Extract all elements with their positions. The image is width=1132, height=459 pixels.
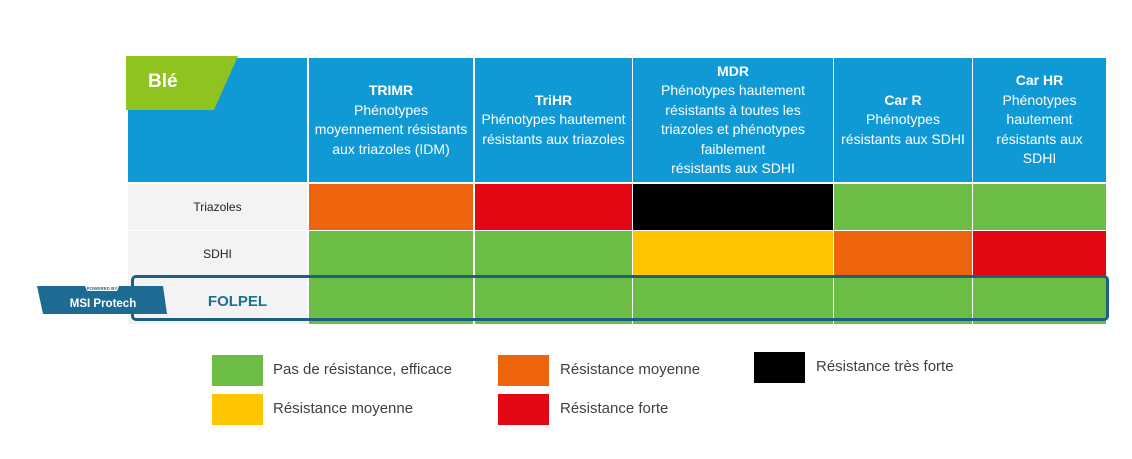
cell-triazoles-car-hr [973, 184, 1106, 230]
column-description-line: résistants aux SDHI [671, 160, 795, 176]
crop-tab: Blé [126, 56, 238, 110]
column-title: Car R [884, 91, 922, 108]
cell-sdhi-car-hr [973, 231, 1106, 277]
folpel-row-outline [131, 275, 1109, 321]
cell-folpel-car-hr [973, 278, 1106, 324]
crop-label: Blé [148, 71, 178, 92]
column-title: TriHR [534, 91, 573, 108]
row-label-triazoles: Triazoles [128, 184, 307, 230]
legend-swatch-orange [498, 355, 549, 386]
cell-sdhi-mdr [633, 231, 833, 277]
column-description-line: Phénotypes hautement [481, 111, 626, 128]
cell-triazoles-trimr [309, 184, 473, 230]
column-description-line: triazoles et phénotypes [661, 121, 805, 137]
legend-swatch-black [754, 352, 805, 383]
column-description-line: résistants aux SDHI [841, 130, 965, 147]
msi-protech-badge: POWERED BY MSI Protech [37, 286, 167, 314]
cell-folpel-trimr [309, 278, 473, 324]
column-description-line: Phénotypes [1002, 91, 1077, 108]
column-description-line: Phénotypes hautement [661, 82, 805, 98]
legend-label: Résistance très forte [816, 358, 954, 375]
column-header-trihr: TriHR Phénotypes hautement résistants aux … [475, 58, 632, 182]
column-header-car-r: Car R Phénotypes résistants aux SDHI [834, 58, 972, 182]
row-label-sdhi: SDHI [128, 231, 307, 277]
cell-folpel-car-r [834, 278, 972, 324]
column-description-line: hautement [1006, 111, 1073, 128]
cell-sdhi-trihr [475, 231, 632, 277]
column-title: Car HR [1015, 72, 1064, 89]
column-header-car-hr: Car HR Phénotypes hautement résistants aux S… [973, 58, 1106, 182]
column-description-line: Phénotypes [866, 111, 940, 128]
legend-label: Résistance moyenne [560, 361, 701, 378]
legend-label: Résistance moyenne [273, 400, 414, 417]
cell-sdhi-car-r [834, 231, 972, 277]
badge-brand: MSI Protech [70, 298, 136, 310]
column-description-line: faiblement [700, 140, 766, 157]
badge-powered-by: POWERED BY [87, 286, 118, 291]
legend-label: Pas de résistance, efficace [273, 361, 452, 378]
column-description-line: Phénotypes [354, 101, 428, 118]
cell-folpel-mdr [633, 278, 833, 324]
legend-swatch-red [498, 394, 549, 425]
cell-triazoles-trihr [475, 184, 632, 230]
column-description-line: aux triazoles (IDM) [332, 140, 450, 157]
column-description-line: moyennement résistants [314, 121, 468, 137]
column-title: MDR [717, 62, 749, 79]
column-description-line: résistants aux [996, 130, 1083, 147]
cell-folpel-trihr [475, 278, 632, 324]
column-header-mdr: MDR Phénotypes hautement résistants à tout… [633, 58, 833, 182]
legend-swatch-green [212, 355, 263, 386]
column-description-line: résistants aux triazoles [482, 130, 625, 147]
legend-label: Résistance forte [560, 400, 669, 417]
column-header-trimr: TRIMR Phénotypes moyennement résistants aux… [309, 58, 473, 182]
cell-triazoles-car-r [834, 184, 972, 230]
column-title: TRIMR [368, 82, 414, 98]
legend-swatch-yellow [212, 394, 263, 425]
column-description-line: résistants à toutes les [665, 101, 801, 118]
column-description-line: SDHI [1022, 150, 1057, 167]
cell-sdhi-trimr [309, 231, 473, 277]
cell-triazoles-mdr [633, 184, 833, 230]
